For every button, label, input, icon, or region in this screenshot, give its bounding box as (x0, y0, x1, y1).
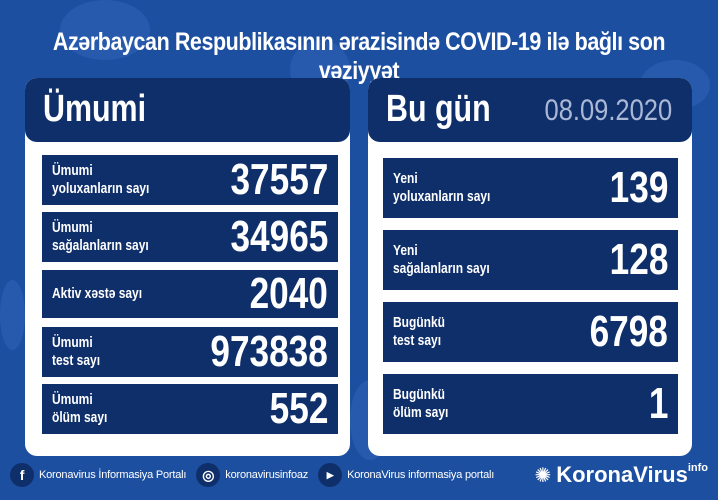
stat-label: Bugünkü test sayı (393, 314, 445, 349)
stat-label: Ümumi yoluxanların sayı (52, 162, 150, 197)
virus-decoration (0, 280, 25, 350)
stat-value: 1 (648, 379, 668, 428)
stat-label: Ümumi test sayı (52, 334, 101, 369)
today-header: Bu gün 08.09.2020 (368, 78, 692, 142)
stat-row: Yeni sağalanların sayı 128 (383, 230, 678, 290)
stat-row: Bugünkü ölüm sayı 1 (383, 374, 678, 434)
stat-label: Yeni sağalanların sayı (393, 242, 490, 277)
total-heading: Ümumi (43, 88, 147, 130)
instagram-icon: ◎ (196, 463, 221, 487)
youtube-label: KoronaVirus informasiya portalı (347, 469, 495, 481)
facebook-icon: f (10, 463, 34, 487)
stat-row: Bugünkü test sayı 6798 (383, 302, 678, 362)
stat-label: Bugünkü ölüm sayı (393, 386, 449, 421)
today-heading: Bu gün (386, 88, 491, 130)
stat-row: Aktiv xəstə sayı 2040 (42, 269, 338, 318)
facebook-link[interactable]: f Koronavirus İnformasiya Portalı (10, 463, 186, 487)
page-title: Azərbaycan Respublikasının ərazisində CO… (52, 28, 666, 85)
stat-row: Ümumi test sayı 973838 (42, 327, 338, 377)
brand-name: KoronaVirus (556, 462, 688, 487)
stat-value: 2040 (249, 269, 328, 318)
facebook-label: Koronavirus İnformasiya Portalı (39, 469, 187, 481)
stat-value: 37557 (230, 155, 328, 204)
today-panel: Bu gün 08.09.2020 Yeni yoluxanların sayı 1… (368, 78, 692, 456)
stat-value: 973838 (210, 327, 328, 376)
brand-logo: ✺ KoronaVirusinfo (534, 462, 708, 488)
stat-label: Ümumi sağalanların sayı (52, 219, 149, 254)
stat-row: Ümumi yoluxanların sayı 37557 (42, 155, 338, 205)
sun-virus-icon: ✺ (534, 464, 552, 487)
date: 08.09.2020 (544, 94, 672, 127)
brand-sup: info (687, 462, 708, 474)
stat-value: 128 (609, 235, 668, 284)
stat-value: 34965 (230, 212, 328, 261)
stat-label: Yeni yoluxanların sayı (393, 170, 491, 205)
stat-value: 139 (609, 163, 668, 212)
stat-row: Yeni yoluxanların sayı 139 (383, 158, 678, 218)
instagram-label: koronavirusinfoaz (225, 469, 309, 481)
stat-label: Aktiv xəstə sayı (52, 285, 143, 302)
footer: f Koronavirus İnformasiya Portalı ◎ korona… (0, 460, 718, 490)
virus-decoration (60, 0, 150, 60)
stat-value: 6798 (589, 307, 668, 356)
stat-value: 552 (269, 384, 328, 433)
youtube-icon: ▶ (318, 463, 343, 487)
total-header: Ümumi (25, 78, 350, 142)
instagram-link[interactable]: ◎ koronavirusinfoaz (196, 463, 308, 487)
total-panel: Ümumi Ümumi yoluxanların sayı 37557 Ümumi… (25, 78, 350, 456)
stat-label: Ümumi ölüm sayı (52, 391, 108, 426)
stat-row: Ümumi sağalanların sayı 34965 (42, 212, 338, 262)
youtube-link[interactable]: ▶ KoronaVirus informasiya portalı (318, 463, 494, 487)
stat-row: Ümumi ölüm sayı 552 (42, 384, 338, 434)
